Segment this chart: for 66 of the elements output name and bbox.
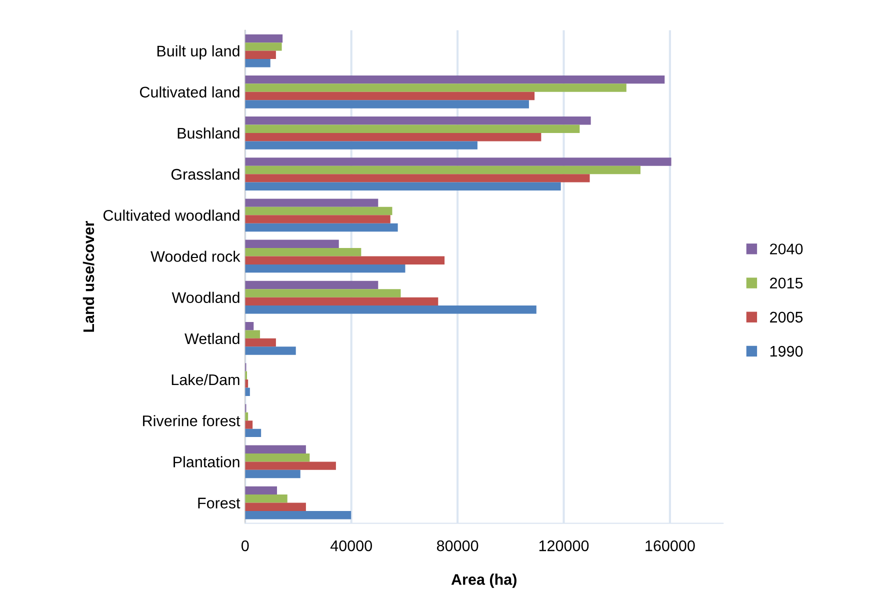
bar [245,206,392,216]
x-axis-title: Area (ha) [451,574,516,588]
y-tick-label: Woodland [172,292,240,304]
bar [245,34,283,43]
bar [245,470,300,478]
bar [245,280,378,290]
y-tick-label: Wooded rock [150,250,240,262]
bar [245,502,306,511]
y-tick-label: Plantation [174,456,240,468]
bar [245,50,276,60]
x-tick-label: 0 [241,540,249,552]
bar [245,166,640,174]
y-tick-label: Wetland [184,332,240,344]
legend-label: 2040 [770,244,803,254]
x-tick-label: 120000 [539,540,589,552]
y-tick-label: Grassland [171,168,240,180]
bar [245,223,398,232]
bar [245,445,306,454]
bar [245,100,529,108]
x-tick-label: 80000 [436,540,478,552]
legend-label: 1990 [770,346,803,357]
bar [245,322,254,330]
bar [245,198,378,207]
x-tick-label: 160000 [646,540,695,552]
y-tick-label: Riverine forest [143,415,240,426]
y-axis-title: Land use/cover [82,220,94,332]
bar [245,174,590,182]
legend-label: 2005 [770,312,803,323]
bar [245,462,336,470]
bar [245,330,260,338]
bar [245,289,401,298]
bar [245,306,536,314]
bar [245,132,542,142]
bar [245,59,270,68]
bar [245,264,406,273]
bar [245,511,352,520]
y-tick-label: Cultivated land [140,86,240,98]
legend-label: 2015 [770,278,803,288]
bar [245,124,580,133]
bar [245,92,535,100]
bar [245,297,438,306]
bar [245,116,591,125]
y-tick-label: Built up land [157,45,240,60]
bar [245,428,262,438]
bar [245,256,445,264]
bar [245,141,478,150]
bar [245,453,310,462]
bar [245,42,282,51]
bar [245,420,253,429]
bar [245,75,665,84]
bar [245,182,561,190]
bar [245,84,626,92]
bar [245,338,276,347]
y-tick-label: Forest [198,498,240,508]
y-tick-label: Bushland [178,127,240,139]
bar [245,215,390,224]
bar [245,494,288,503]
bar [245,158,672,166]
x-tick-label: 40000 [330,540,372,552]
bar [245,240,339,248]
y-tick-label: Cultivated woodland [103,210,240,221]
bar [245,388,250,396]
y-tick-label: Lake/Dam [172,374,240,386]
bar [245,346,296,355]
bar [245,486,278,495]
bar [245,248,362,256]
